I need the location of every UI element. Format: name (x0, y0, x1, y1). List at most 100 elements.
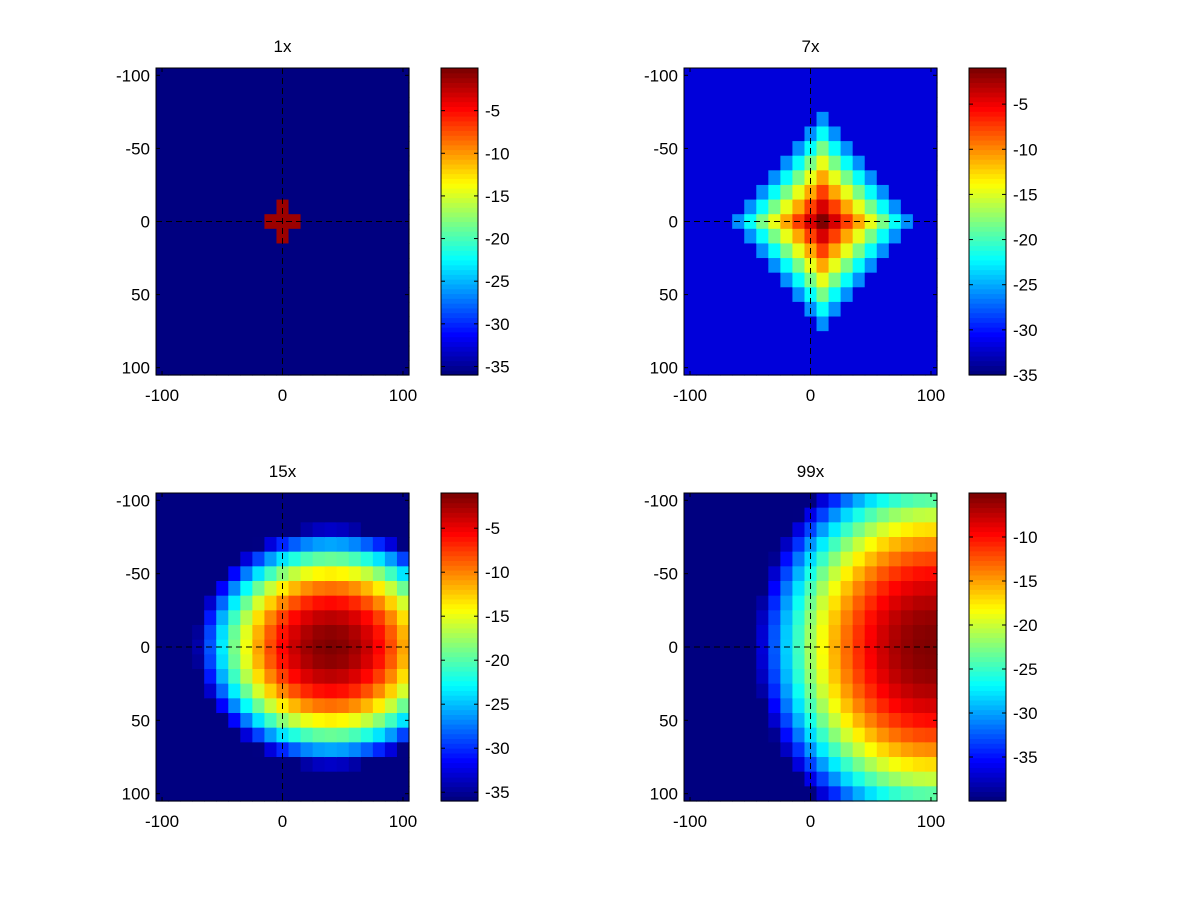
heatmap-cell (876, 214, 890, 230)
heatmap-cell (696, 537, 709, 553)
heatmap-cell (864, 581, 878, 597)
heatmap-cell (312, 757, 326, 773)
colorbar-swatch (441, 192, 478, 199)
colorbar-swatch (969, 738, 1006, 744)
subplot-7x: 7x-100 0 100-100-50050100-5-10-15-20-25-30… (644, 37, 1038, 405)
heatmap-cell (792, 595, 806, 611)
heatmap-cell (876, 698, 890, 714)
heatmap-cell (180, 625, 193, 641)
heatmap-cell (876, 258, 890, 274)
heatmap-cell (372, 537, 386, 553)
heatmap-cell (300, 683, 314, 699)
heatmap-cell (192, 126, 205, 142)
heatmap-cell (720, 287, 733, 303)
heatmap-cell (696, 698, 709, 714)
heatmap-cell (744, 610, 757, 626)
heatmap-cell (768, 757, 781, 773)
heatmap-cell (288, 345, 302, 361)
heatmap-cell (228, 581, 241, 597)
heatmap-cell (912, 727, 926, 743)
heatmap-cell (720, 199, 733, 215)
heatmap-cell (744, 345, 757, 361)
heatmap-cell (156, 243, 169, 259)
heatmap-cell (876, 639, 890, 655)
heatmap-cell (324, 537, 338, 553)
heatmap-cell (708, 654, 721, 670)
heatmap-cell (912, 331, 926, 347)
heatmap-cell (204, 771, 217, 787)
heatmap-cell (924, 566, 938, 582)
heatmap-cell (360, 654, 374, 670)
heatmap-cell (300, 522, 314, 538)
heatmap-cell (216, 228, 229, 245)
heatmap-cell (708, 595, 721, 611)
heatmap-cell (780, 141, 794, 157)
heatmap-cell (264, 742, 278, 758)
heatmap-cell (336, 214, 350, 230)
heatmap-cell (792, 126, 806, 142)
heatmap-cell (696, 141, 709, 157)
colorbar-swatch (441, 632, 478, 638)
heatmap-cell (696, 566, 709, 582)
heatmap-cell (780, 170, 794, 186)
heatmap-cell (792, 331, 806, 347)
heatmap-cell (360, 742, 374, 758)
heatmap-cell (840, 141, 854, 157)
heatmap-cell (840, 493, 854, 509)
heatmap-cell (264, 82, 278, 98)
heatmap-cell (372, 522, 386, 538)
heatmap-cell (156, 537, 169, 553)
heatmap-cell (708, 345, 721, 361)
heatmap-cell (912, 683, 926, 699)
heatmap-cell (840, 771, 854, 787)
heatmap-cell (888, 360, 902, 376)
colorbar-swatch (441, 259, 478, 266)
colorbar-swatch (969, 622, 1006, 629)
heatmap-cell (696, 258, 709, 274)
heatmap-cell (816, 551, 830, 567)
y-tick-label: 100 (650, 785, 678, 804)
colorbar-swatch (969, 613, 1006, 619)
heatmap-cell (264, 228, 278, 245)
heatmap-cell (192, 727, 205, 743)
heatmap-cell (876, 654, 890, 670)
heatmap-cell (372, 331, 386, 347)
heatmap-cell (228, 595, 241, 611)
heatmap-cell (324, 581, 338, 597)
heatmap-cell (732, 301, 745, 318)
heatmap-cell (696, 595, 709, 611)
heatmap-cell (912, 301, 926, 318)
heatmap-cell (684, 272, 697, 288)
heatmap-cell (288, 581, 302, 597)
heatmap-cell (300, 184, 314, 201)
heatmap-cell (192, 345, 205, 361)
heatmap-cell (372, 111, 386, 128)
heatmap-cell (288, 493, 302, 509)
heatmap-cell (396, 316, 410, 332)
heatmap-cell (336, 82, 350, 98)
heatmap-cell (312, 551, 326, 567)
colorbar-tick-label: -5 (1013, 95, 1028, 114)
heatmap-cell (684, 126, 697, 142)
heatmap-cell (708, 669, 721, 685)
heatmap-cell (216, 698, 229, 714)
heatmap-cell (348, 258, 362, 274)
heatmap-cell (360, 727, 374, 743)
heatmap-cell (744, 301, 757, 318)
heatmap-cell (336, 742, 350, 758)
colorbar-swatch (441, 139, 478, 146)
colorbar-swatch (441, 666, 478, 672)
heatmap-cell (864, 316, 878, 332)
heatmap-cell (216, 625, 229, 641)
colorbar-swatch (441, 106, 478, 112)
heatmap-cell (900, 595, 914, 611)
heatmap-cell (864, 287, 878, 303)
heatmap-cell (228, 199, 241, 215)
heatmap-cell (324, 316, 338, 332)
heatmap-cell (924, 111, 938, 128)
heatmap-cell (228, 698, 241, 714)
colorbar-swatch (441, 507, 478, 513)
heatmap-cell (324, 360, 338, 376)
heatmap-cell (732, 345, 745, 361)
heatmap-cell (912, 228, 926, 245)
